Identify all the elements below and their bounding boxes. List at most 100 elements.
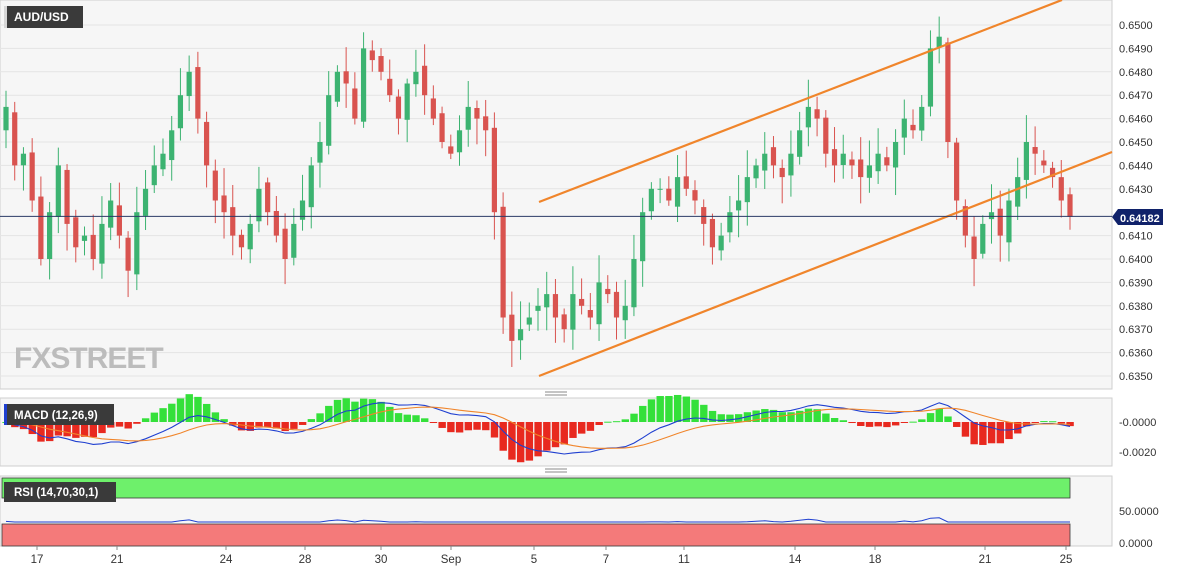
candle[interactable] [971, 216, 977, 287]
candle[interactable] [561, 308, 567, 343]
candle[interactable] [570, 266, 576, 350]
candle[interactable] [282, 213, 288, 285]
candle[interactable] [517, 301, 524, 360]
candle[interactable] [142, 170, 149, 230]
candle[interactable] [186, 55, 192, 112]
candle[interactable] [544, 271, 550, 331]
candle[interactable] [47, 202, 53, 280]
candle[interactable] [38, 176, 44, 266]
candle[interactable] [936, 16, 942, 64]
candle[interactable] [613, 281, 620, 340]
panel-splitter-1[interactable] [545, 391, 567, 396]
candle[interactable] [256, 166, 262, 233]
candle[interactable] [831, 127, 838, 183]
candle[interactable] [779, 159, 785, 204]
candle[interactable] [770, 136, 777, 179]
candle[interactable] [605, 275, 611, 304]
candle[interactable] [230, 184, 236, 256]
candle[interactable] [910, 109, 916, 139]
candle[interactable] [369, 40, 375, 72]
candle[interactable] [317, 121, 323, 188]
candle[interactable] [552, 278, 559, 343]
candle[interactable] [430, 85, 436, 126]
candle[interactable] [805, 79, 811, 147]
candle[interactable] [901, 99, 907, 155]
candle[interactable] [195, 51, 201, 134]
candle[interactable] [622, 279, 628, 339]
candle[interactable] [265, 177, 271, 226]
candle[interactable] [1006, 188, 1012, 262]
candle[interactable] [997, 190, 1003, 262]
candle[interactable] [674, 155, 681, 223]
candle[interactable] [657, 178, 663, 204]
candle[interactable] [491, 112, 497, 240]
candle[interactable] [395, 89, 402, 135]
candle[interactable] [291, 208, 297, 266]
candle[interactable] [90, 214, 96, 271]
candle[interactable] [727, 196, 733, 243]
candle[interactable] [64, 164, 70, 251]
candle[interactable] [509, 291, 515, 367]
candle[interactable] [596, 255, 602, 341]
candle[interactable] [20, 147, 27, 191]
candle[interactable] [134, 186, 140, 291]
candle[interactable] [919, 94, 925, 141]
candle[interactable] [387, 59, 393, 102]
candle[interactable] [701, 199, 707, 246]
candle[interactable] [1041, 150, 1047, 173]
candle[interactable] [352, 72, 358, 125]
channel-lower-line[interactable] [538, 150, 1113, 378]
candle[interactable] [587, 292, 593, 330]
candle[interactable] [945, 37, 951, 159]
candle[interactable] [788, 130, 794, 197]
candle[interactable] [125, 231, 131, 298]
candle[interactable] [29, 138, 35, 212]
candle[interactable] [483, 99, 489, 157]
candle[interactable] [299, 174, 306, 231]
candle[interactable] [849, 151, 855, 179]
candle[interactable] [866, 140, 873, 193]
candle[interactable] [334, 65, 341, 107]
candle[interactable] [631, 234, 637, 317]
candle[interactable] [962, 199, 968, 248]
candle[interactable] [456, 115, 463, 166]
candle[interactable] [108, 183, 114, 241]
candle[interactable] [116, 182, 122, 249]
candle[interactable] [535, 288, 541, 331]
candle[interactable] [814, 96, 820, 137]
candle[interactable] [378, 48, 384, 81]
candle[interactable] [988, 184, 995, 244]
candle[interactable] [927, 30, 934, 117]
candle[interactable] [203, 111, 210, 188]
candle[interactable] [709, 213, 716, 265]
candle[interactable] [177, 68, 184, 141]
candle[interactable] [640, 197, 646, 287]
candle[interactable] [221, 168, 227, 239]
candle[interactable] [753, 158, 759, 188]
candle[interactable] [735, 175, 742, 238]
candle[interactable] [980, 215, 986, 259]
candle[interactable] [1058, 160, 1064, 218]
candle[interactable] [526, 302, 532, 332]
candle[interactable] [99, 196, 105, 279]
candle[interactable] [169, 115, 175, 181]
candle[interactable] [3, 90, 9, 149]
candle[interactable] [692, 180, 698, 215]
channel-upper-line[interactable] [538, 0, 1063, 204]
candle[interactable] [744, 150, 750, 226]
candle[interactable] [884, 146, 890, 172]
candle[interactable] [823, 110, 829, 168]
candle[interactable] [954, 137, 960, 220]
candle[interactable] [500, 192, 506, 334]
candle[interactable] [666, 176, 672, 206]
candle[interactable] [858, 137, 864, 204]
candle[interactable] [797, 111, 803, 165]
candle[interactable] [648, 182, 654, 220]
candle[interactable] [1032, 126, 1038, 175]
candle[interactable] [360, 32, 367, 128]
candle[interactable] [238, 229, 245, 260]
candle[interactable] [474, 100, 480, 145]
candle[interactable] [892, 129, 899, 196]
candle[interactable] [448, 134, 454, 160]
candle[interactable] [160, 138, 166, 177]
